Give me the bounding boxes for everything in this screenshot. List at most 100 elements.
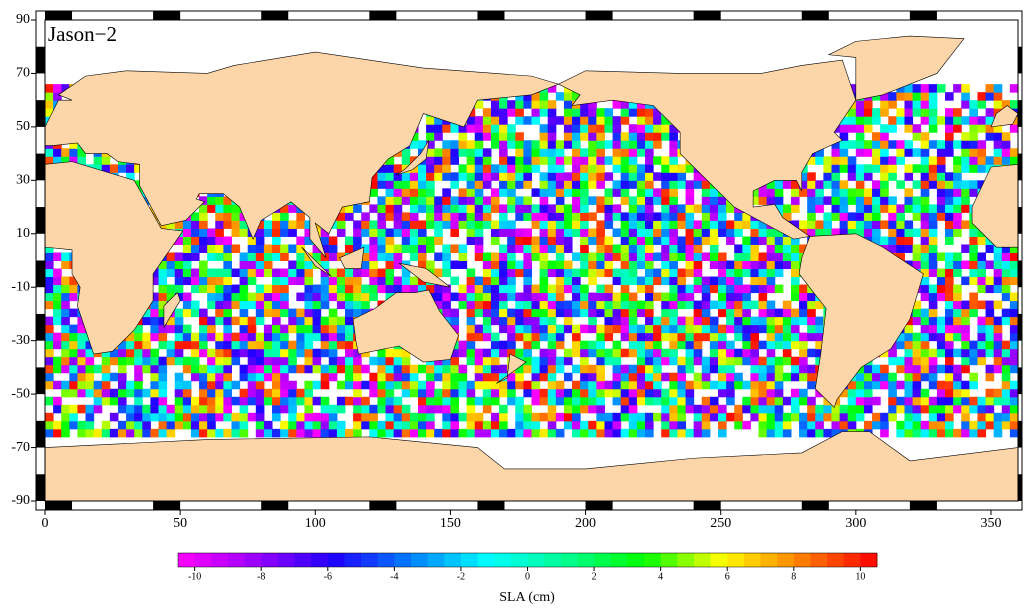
ocean-cell (661, 212, 670, 221)
ocean-cell (661, 116, 670, 125)
ocean-cell (272, 396, 281, 406)
ocean-cell (263, 340, 273, 350)
ocean-cell (490, 124, 500, 133)
ocean-cell (272, 244, 281, 253)
ocean-cell (782, 212, 792, 221)
ocean-cell (685, 252, 695, 261)
ocean-cell (409, 388, 419, 398)
ocean-cell (490, 316, 500, 326)
ocean-cell (77, 316, 87, 326)
ocean-cell (628, 388, 638, 398)
ocean-cell (190, 372, 200, 382)
ocean-cell (620, 140, 630, 149)
ocean-cell (766, 300, 776, 310)
ocean-cell (636, 324, 646, 334)
ocean-cell (880, 236, 889, 245)
ocean-cell (272, 284, 281, 294)
ocean-cell (263, 388, 273, 398)
ocean-cell (766, 428, 776, 438)
ocean-cell (758, 236, 768, 245)
ocean-cell (320, 228, 330, 237)
ocean-cell (190, 356, 200, 366)
ocean-cell (547, 220, 557, 229)
ocean-cell (426, 388, 435, 398)
colorbar-swatch (261, 553, 279, 567)
ocean-cell (580, 252, 589, 261)
ocean-cell (401, 372, 411, 382)
ocean-cell (547, 236, 557, 245)
ocean-cell (134, 340, 143, 350)
ocean-cell (953, 108, 962, 117)
ocean-cell (174, 420, 184, 430)
ocean-cell (645, 396, 654, 406)
ocean-cell (507, 140, 516, 149)
ocean-cell (993, 84, 1003, 93)
ocean-cell (977, 284, 987, 294)
ocean-cell (961, 188, 970, 197)
ocean-cell (499, 348, 508, 358)
ocean-cell (272, 236, 281, 245)
ocean-cell (677, 284, 687, 294)
ocean-cell (888, 212, 897, 221)
ocean-cell (466, 268, 476, 278)
ocean-cell (490, 260, 500, 270)
ocean-cell (880, 220, 889, 229)
ocean-cell (377, 228, 387, 237)
ocean-cell (953, 212, 962, 221)
ocean-cell (53, 308, 62, 318)
ocean-cell (474, 236, 484, 245)
ocean-cell (588, 372, 597, 382)
ocean-cell (920, 228, 930, 237)
ocean-cell (774, 332, 784, 342)
ocean-cell (442, 156, 451, 165)
ocean-cell (547, 132, 557, 141)
ocean-cell (507, 100, 516, 109)
ocean-cell (936, 388, 946, 398)
ocean-cell (401, 156, 411, 165)
ocean-cell (904, 396, 914, 406)
ocean-cell (531, 396, 541, 406)
ocean-cell (304, 220, 314, 229)
ocean-cell (701, 396, 711, 406)
ocean-cell (409, 244, 419, 253)
ocean-cell (442, 412, 451, 422)
ocean-cell (515, 116, 524, 125)
ocean-cell (645, 284, 654, 294)
ocean-cell (685, 228, 695, 237)
ocean-cell (353, 276, 362, 286)
ocean-cell (612, 268, 622, 278)
ocean-cell (636, 252, 646, 261)
ocean-cell (158, 316, 168, 326)
ocean-cell (417, 220, 427, 229)
ocean-cell (580, 188, 589, 197)
ocean-cell (223, 340, 232, 350)
ocean-cell (215, 340, 224, 350)
ocean-cell (717, 364, 727, 374)
ocean-cell (109, 396, 119, 406)
ocean-cell (945, 92, 954, 101)
ocean-cell (628, 428, 638, 438)
ocean-cell (458, 148, 468, 157)
ocean-cell (417, 388, 427, 398)
ocean-cell (863, 388, 873, 398)
ocean-cell (709, 356, 719, 366)
ocean-cell (345, 244, 354, 253)
ocean-cell (434, 228, 443, 237)
ocean-cell (369, 292, 378, 302)
ocean-cell (685, 324, 695, 334)
ocean-cell (799, 172, 808, 181)
ocean-cell (166, 404, 176, 414)
ocean-cell (612, 364, 622, 374)
ocean-cell (345, 292, 354, 302)
ocean-cell (442, 292, 451, 302)
ocean-cell (969, 132, 978, 141)
ocean-cell (117, 420, 127, 430)
ocean-cell (945, 260, 954, 270)
ocean-cell (563, 188, 573, 197)
colorbar-swatch (710, 553, 728, 567)
ocean-cell (604, 156, 614, 165)
ocean-cell (531, 244, 541, 253)
ocean-cell (928, 116, 938, 125)
ocean-cell (799, 332, 808, 342)
ocean-cell (53, 92, 62, 101)
